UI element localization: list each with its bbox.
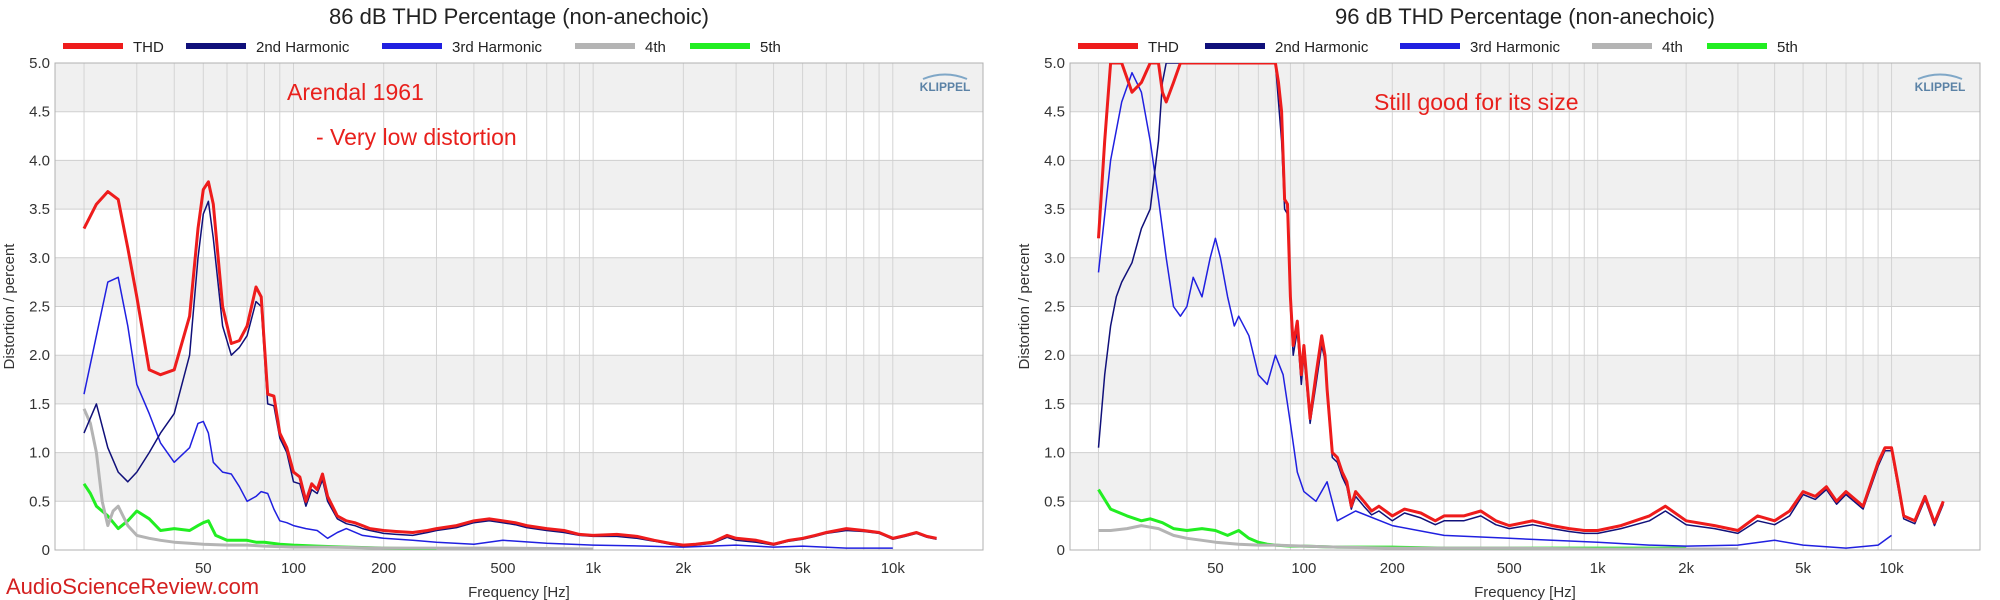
y-tick-label: 2.0: [29, 347, 50, 364]
legend-swatch: [690, 43, 750, 49]
legend-label: 4th: [1662, 39, 1683, 56]
y-tick-label: 4.5: [1044, 104, 1065, 121]
y-tick-label: 0: [42, 542, 50, 559]
x-tick-label: 200: [1380, 560, 1405, 577]
x-axis-label: Frequency [Hz]: [1474, 584, 1576, 600]
series-line-2nd-harmonic: [1097, 63, 1944, 535]
logo-arc: [922, 73, 968, 80]
plot-frame: [1069, 62, 1981, 551]
legend-label: 2nd Harmonic: [256, 39, 350, 56]
y-tick-label: 4.0: [29, 152, 50, 169]
grid-band: [55, 452, 983, 502]
series-line-5th: [82, 482, 437, 550]
legend-swatch: [575, 43, 635, 49]
x-tick-label: 100: [281, 560, 306, 577]
grid-band: [1070, 355, 1980, 404]
x-axis-label: Frequency [Hz]: [468, 584, 570, 600]
series-line-thd: [1097, 63, 1945, 532]
y-tick-label: 5.0: [1044, 55, 1065, 72]
legend-swatch: [1400, 43, 1460, 49]
x-tick-label: 50: [1207, 560, 1224, 577]
chart-2: 0 0.5 1.0 1.5 2.0 2.5 3.0 3.5 4.0 4.5 5.0 50 100 200 5…: [1016, 4, 1981, 600]
logo-text: KLIPPEL: [920, 80, 971, 94]
x-tick-label: 500: [490, 560, 515, 577]
legend-swatch: [63, 43, 123, 49]
y-axis-label: Distortion / percent: [1016, 243, 1033, 370]
legend-swatch: [1592, 43, 1652, 49]
y-axis-label: Distortion / percent: [1, 243, 18, 370]
x-tick-label: 1k: [585, 560, 601, 577]
chart-title: 96 dB THD Percentage (non-anechoic): [1335, 4, 1715, 29]
series-line-3rd-harmonic: [1097, 71, 1892, 549]
x-tick-label: 5k: [795, 560, 811, 577]
y-tick-label: 3.5: [29, 201, 50, 218]
grid-band: [1070, 257, 1980, 307]
y-tick-label: 3.5: [1044, 201, 1065, 218]
legend-swatch: [1078, 43, 1138, 49]
legend-swatch: [186, 43, 246, 49]
legend-label: 2nd Harmonic: [1275, 39, 1369, 56]
klippel-logo: KLIPPEL: [1915, 73, 1966, 94]
legend-label: 5th: [760, 39, 781, 56]
x-tick-label: 100: [1291, 560, 1316, 577]
annotation-text: Still good for its size: [1374, 89, 1579, 115]
annotation-text: - Very low distortion: [316, 124, 517, 150]
grid-band: [1070, 160, 1980, 210]
y-tick-label: 1.0: [1044, 445, 1065, 462]
x-tick-label: 2k: [675, 560, 691, 577]
y-tick-label: 1.0: [29, 445, 50, 462]
x-tick-label: 10k: [1879, 560, 1904, 577]
grid-band: [55, 355, 983, 404]
x-tick-label: 2k: [1678, 560, 1694, 577]
series-line-4th: [82, 408, 594, 550]
y-tick-label: 3.0: [1044, 250, 1065, 267]
logo-arc: [1917, 73, 1963, 80]
legend-label: THD: [133, 39, 164, 56]
legend-swatch: [382, 43, 442, 49]
y-tick-label: 3.0: [29, 250, 50, 267]
watermark-text: AudioScienceReview.com: [6, 574, 260, 599]
y-tick-label: 2.5: [1044, 299, 1065, 316]
legend-label: 3rd Harmonic: [452, 39, 543, 56]
chart-title: 86 dB THD Percentage (non-anechoic): [329, 4, 709, 29]
x-tick-label: 5k: [1795, 560, 1811, 577]
x-tick-label: 500: [1497, 560, 1522, 577]
y-tick-label: 0.5: [29, 493, 50, 510]
y-tick-label: 5.0: [29, 55, 50, 72]
plot-frame: [54, 62, 984, 551]
x-tick-label: 10k: [881, 560, 906, 577]
y-tick-label: 0: [1057, 542, 1065, 559]
legend-swatch: [1205, 43, 1265, 49]
y-tick-label: 2.0: [1044, 347, 1065, 364]
chart-1: 0 0.5 1.0 1.5 2.0 2.5 3.0 3.5 4.0 4.5 5.0 50 100 200 5…: [1, 4, 984, 600]
annotation-text: Arendal 1961: [287, 79, 424, 105]
legend-label: 4th: [645, 39, 666, 56]
grid-band: [55, 257, 983, 307]
grid-band: [55, 160, 983, 210]
legend-swatch: [1707, 43, 1767, 49]
grid-band: [55, 63, 983, 112]
grid-band: [1070, 63, 1980, 112]
series-line-4th: [1098, 524, 1738, 550]
legend-label: THD: [1148, 39, 1179, 56]
logo-text: KLIPPEL: [1915, 80, 1966, 94]
y-tick-label: 0.5: [1044, 493, 1065, 510]
y-tick-label: 2.5: [29, 299, 50, 316]
legend-label: 3rd Harmonic: [1470, 39, 1561, 56]
legend-label: 5th: [1777, 39, 1798, 56]
x-tick-label: 200: [371, 560, 396, 577]
x-tick-label: 1k: [1590, 560, 1606, 577]
y-tick-label: 4.0: [1044, 152, 1065, 169]
klippel-logo: KLIPPEL: [920, 73, 971, 94]
series-line-3rd-harmonic: [83, 276, 893, 549]
x-tick-label: 50: [195, 560, 212, 577]
y-tick-label: 1.5: [29, 396, 50, 413]
series-line-thd: [82, 180, 937, 547]
y-tick-label: 4.5: [29, 104, 50, 121]
y-tick-label: 1.5: [1044, 396, 1065, 413]
